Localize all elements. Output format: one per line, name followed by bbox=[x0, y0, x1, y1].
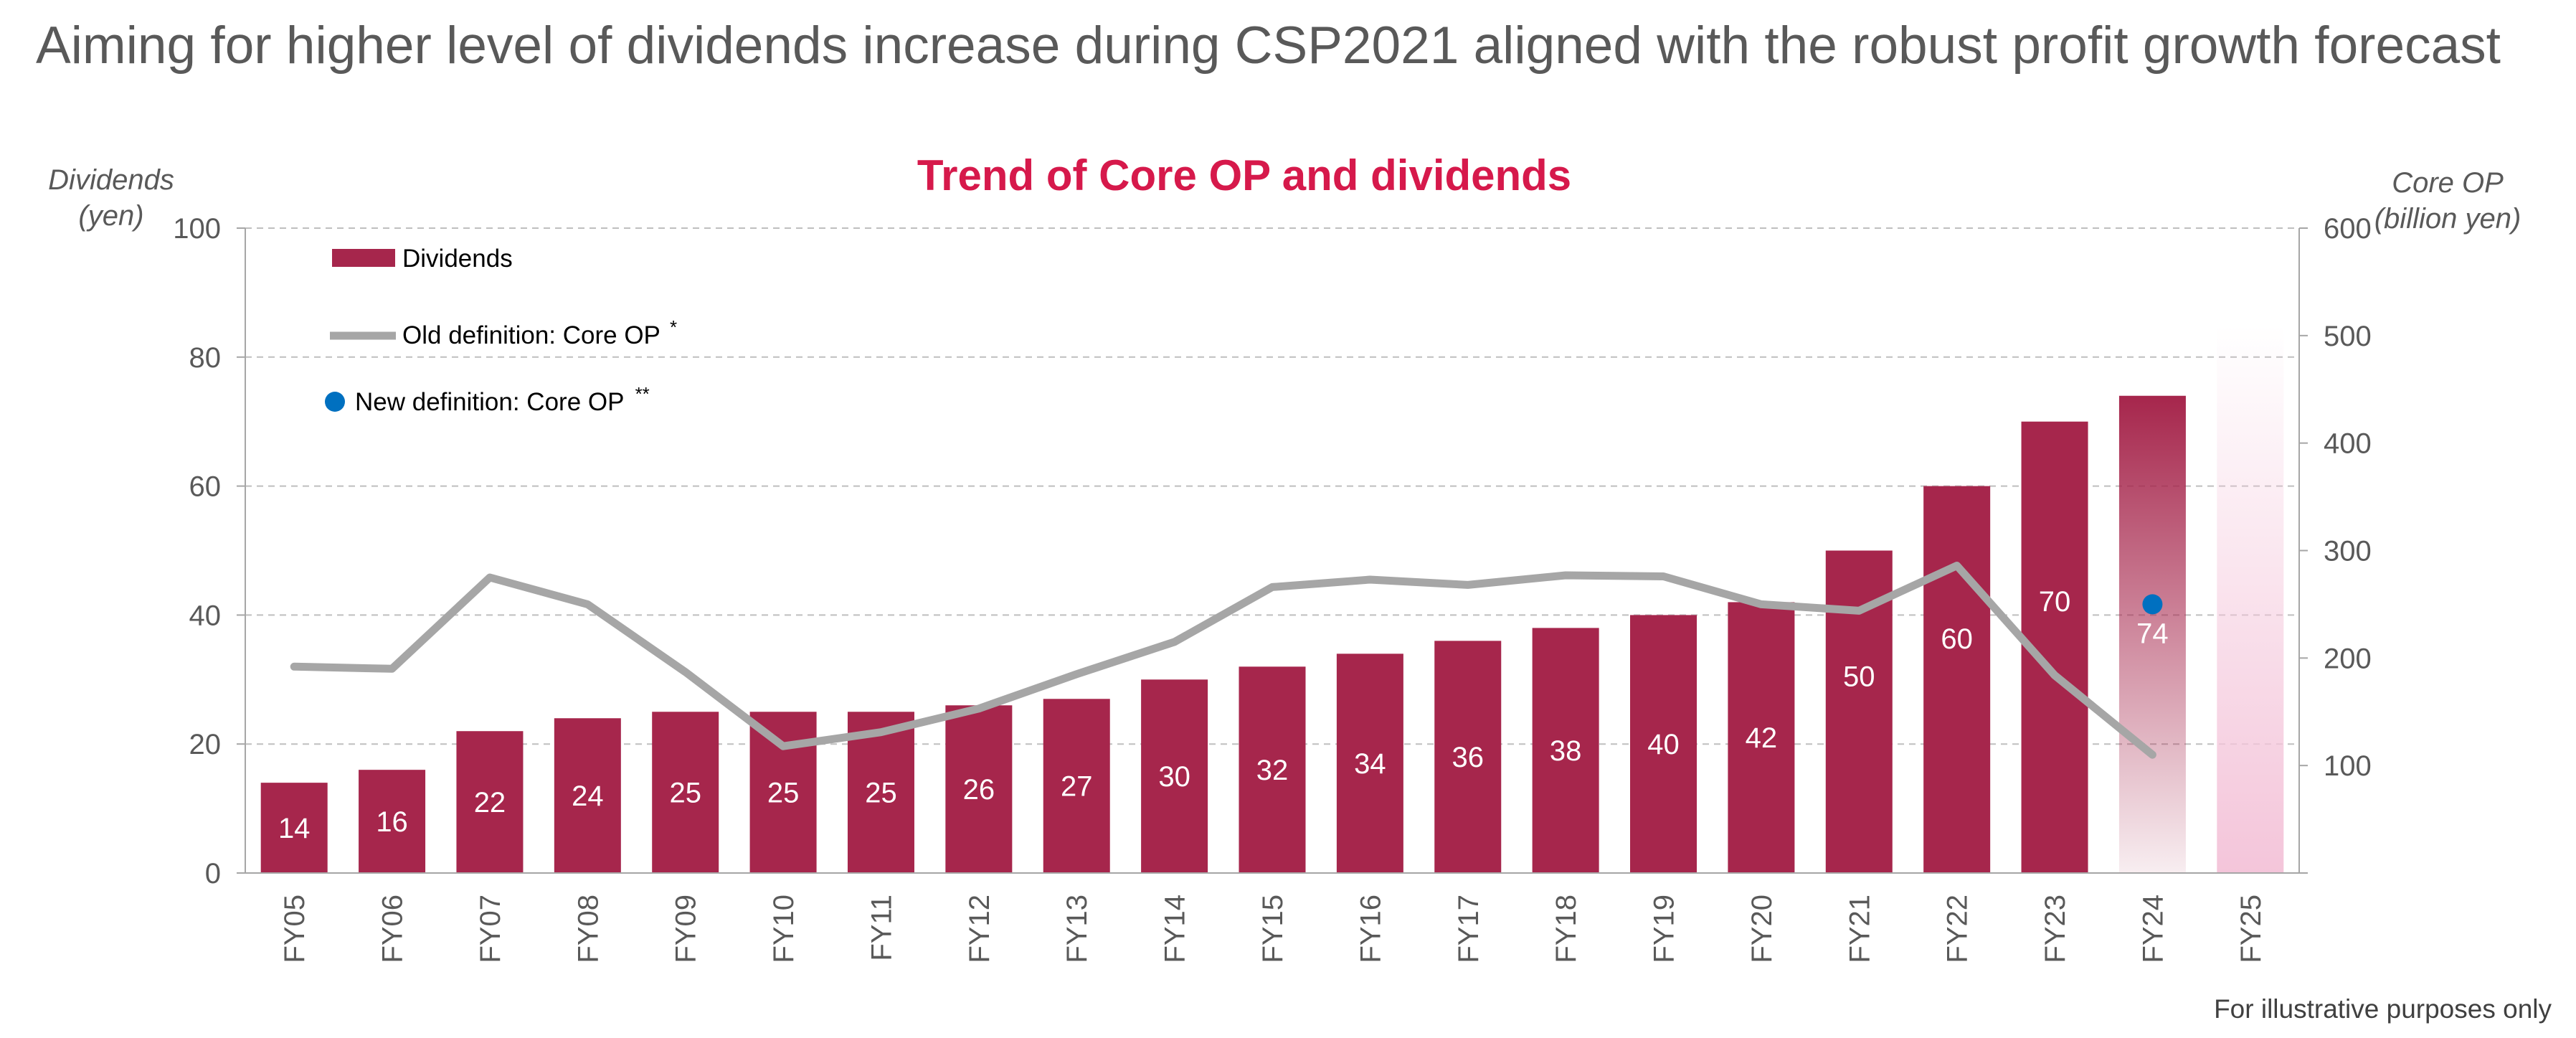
x-tick-label: FY12 bbox=[964, 895, 995, 963]
x-tick-label: FY16 bbox=[1355, 895, 1386, 963]
y-left-tick-label: 80 bbox=[189, 342, 222, 374]
y-left-tick-label: 20 bbox=[189, 729, 222, 760]
x-tick-label: FY11 bbox=[866, 895, 897, 961]
chart-title: Trend of Core OP and dividends bbox=[917, 151, 1571, 199]
y-right-tick-label: 300 bbox=[2324, 536, 2372, 567]
x-tick-label: FY14 bbox=[1160, 895, 1191, 963]
y-right-tick-label: 200 bbox=[2324, 643, 2372, 674]
new-core-op-series bbox=[2142, 594, 2163, 615]
bar-value-label: 42 bbox=[1746, 722, 1778, 754]
bars bbox=[260, 324, 2284, 874]
bar-value-label: 34 bbox=[1354, 748, 1386, 780]
legend-new-core-op-marker: ** bbox=[635, 383, 650, 405]
bar-fy19 bbox=[1630, 615, 1697, 873]
bar-value-label: 38 bbox=[1550, 735, 1582, 767]
x-tick-label: FY05 bbox=[279, 895, 311, 963]
gridlines bbox=[245, 227, 2299, 745]
y-right-tick-label: 600 bbox=[2324, 213, 2372, 245]
bar-value-label: 30 bbox=[1158, 761, 1190, 793]
y-right-label-line1: Core OP bbox=[2392, 167, 2504, 199]
bar-value-label: 16 bbox=[376, 806, 408, 838]
legend-new-core-op-text: New definition: Core OP bbox=[355, 388, 624, 416]
bar-fy20 bbox=[1728, 602, 1795, 873]
bar-value-label: 40 bbox=[1647, 729, 1680, 760]
bar-value-labels: 14 16 22 24 25 25 25 26 27 30 32 34 36 38 40 42 50 60 70 74 bbox=[278, 586, 2169, 844]
legend-old-core-op-label: Old definition: Core OP * bbox=[402, 316, 677, 349]
bar-fy18 bbox=[1532, 628, 1599, 873]
legend-new-core-op-label: New definition: Core OP ** bbox=[355, 383, 650, 416]
legend-dividends-label: Dividends bbox=[402, 245, 513, 273]
y-right-tick-label: 500 bbox=[2324, 321, 2372, 352]
old-core-op-line bbox=[290, 562, 2156, 759]
legend: Dividends Old definition: Core OP * New … bbox=[325, 245, 677, 416]
bar-value-label: 50 bbox=[1843, 661, 1875, 692]
x-tick-label: FY19 bbox=[1649, 895, 1680, 963]
y-left-tick-label: 0 bbox=[205, 858, 221, 890]
bar-fy05 bbox=[260, 783, 328, 873]
y-right-tick-label: 400 bbox=[2324, 428, 2372, 460]
bar-value-label: 27 bbox=[1061, 771, 1093, 803]
x-tick-label: FY08 bbox=[572, 895, 604, 963]
legend-old-core-op-text: Old definition: Core OP bbox=[402, 321, 660, 349]
bar-value-label: 25 bbox=[669, 778, 701, 809]
bar-value-label: 25 bbox=[865, 778, 897, 809]
bar-fy07 bbox=[456, 731, 524, 873]
bar-fy22 bbox=[1923, 486, 1991, 873]
old-core-op-series bbox=[290, 562, 2156, 759]
bar-value-label: 26 bbox=[963, 774, 995, 806]
axes: 0 20 40 60 80 100 100 200 300 400 500 600 FY05 FY06 FY… bbox=[173, 213, 2372, 963]
bar-fy09 bbox=[652, 712, 719, 873]
x-tick-label: FY17 bbox=[1453, 895, 1484, 963]
legend-dividends-swatch bbox=[332, 249, 395, 267]
x-tick-label: FY22 bbox=[1942, 895, 1974, 963]
bar-fy16 bbox=[1336, 654, 1403, 873]
x-tick-label: FY24 bbox=[2137, 895, 2169, 963]
y-left-label-line2: (yen) bbox=[78, 200, 143, 232]
y-left-label-line1: Dividends bbox=[48, 164, 174, 196]
bar-value-label: 70 bbox=[2039, 586, 2071, 618]
bar-fy15 bbox=[1239, 666, 1306, 873]
x-tick-label: FY15 bbox=[1257, 895, 1289, 963]
bar-value-label: 14 bbox=[278, 813, 311, 844]
y-right-label-line2: (billion yen) bbox=[2374, 203, 2521, 235]
bar-value-label: 24 bbox=[572, 780, 604, 812]
bar-value-label: 60 bbox=[1941, 623, 1973, 655]
new-core-op-point-fy24 bbox=[2142, 594, 2163, 615]
bar-fy14 bbox=[1141, 679, 1208, 873]
x-tick-label: FY13 bbox=[1061, 895, 1093, 963]
x-tick-label: FY25 bbox=[2235, 895, 2267, 963]
bar-value-label: 25 bbox=[767, 778, 800, 809]
x-tick-label: FY07 bbox=[475, 895, 506, 963]
bar-value-label: 74 bbox=[2136, 618, 2169, 649]
x-tick-label: FY18 bbox=[1550, 895, 1582, 963]
x-tick-label: FY06 bbox=[377, 895, 409, 963]
bar-fy06 bbox=[359, 770, 426, 873]
x-tick-label: FY20 bbox=[1746, 895, 1778, 963]
x-tick-label: FY10 bbox=[768, 895, 800, 963]
bar-fy13 bbox=[1043, 699, 1110, 873]
x-tick-label: FY09 bbox=[671, 895, 702, 963]
bar-value-label: 32 bbox=[1256, 755, 1289, 786]
bar-fy17 bbox=[1434, 641, 1502, 873]
legend-old-core-op-marker: * bbox=[670, 316, 677, 338]
y-left-tick-label: 40 bbox=[189, 600, 222, 631]
bar-fy24 bbox=[2118, 395, 2186, 873]
bar-fy25 bbox=[2217, 324, 2284, 874]
y-left-tick-label: 100 bbox=[173, 213, 221, 245]
legend-new-core-op-dot bbox=[325, 392, 345, 412]
bar-fy08 bbox=[554, 718, 621, 873]
bar-fy10 bbox=[749, 712, 817, 873]
footnote: For illustrative purposes only bbox=[2214, 994, 2552, 1024]
page-title: Aiming for higher level of dividends inc… bbox=[36, 16, 2501, 75]
x-tick-label: FY21 bbox=[1844, 895, 1875, 963]
bar-value-label: 22 bbox=[474, 787, 506, 818]
bar-fy12 bbox=[945, 705, 1013, 873]
x-tick-label: FY23 bbox=[2040, 895, 2071, 963]
y-left-tick-label: 60 bbox=[189, 471, 222, 503]
y-right-tick-label: 100 bbox=[2324, 750, 2372, 782]
bar-value-label: 36 bbox=[1452, 742, 1484, 773]
